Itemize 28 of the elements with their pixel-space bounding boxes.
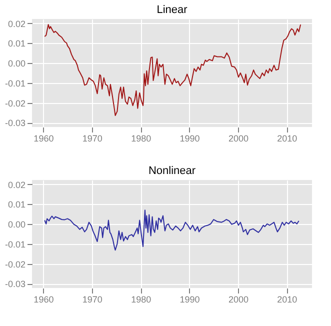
y-tick-label: 0.02 xyxy=(8,18,26,29)
line-series xyxy=(44,210,300,251)
y-tick-label: -0.03 xyxy=(4,279,26,290)
x-tick-label: 1970 xyxy=(82,294,102,304)
x-tick-label: 1980 xyxy=(131,134,152,144)
x-tick-label: 2000 xyxy=(228,134,248,144)
x-tick-label: 1980 xyxy=(131,294,152,304)
x-tick-label: 1970 xyxy=(82,134,102,144)
y-tick-label: 0.01 xyxy=(8,38,26,49)
chart-title: Nonlinear xyxy=(148,165,196,177)
line-series xyxy=(44,24,302,116)
y-tick-label: -0.01 xyxy=(4,78,26,88)
y-tick-label: -0.03 xyxy=(4,118,26,128)
x-tick-label: 2000 xyxy=(228,294,248,304)
y-tick-label: 0.00 xyxy=(8,220,26,230)
x-tick-label: 2010 xyxy=(277,294,298,304)
x-tick-label: 1960 xyxy=(34,294,54,304)
y-tick-label: -0.01 xyxy=(4,239,26,250)
x-tick-label: 2010 xyxy=(277,134,298,144)
y-tick-label: -0.02 xyxy=(4,98,26,108)
x-tick-label: 1990 xyxy=(180,294,200,304)
x-tick-label: 1990 xyxy=(180,134,200,144)
y-tick-label: 0.01 xyxy=(8,200,26,210)
y-tick-label: -0.02 xyxy=(4,259,26,270)
chart-title: Linear xyxy=(156,4,188,16)
y-tick-label: 0.02 xyxy=(8,180,26,190)
y-tick-label: 0.00 xyxy=(8,58,26,69)
x-tick-label: 1960 xyxy=(34,134,54,144)
